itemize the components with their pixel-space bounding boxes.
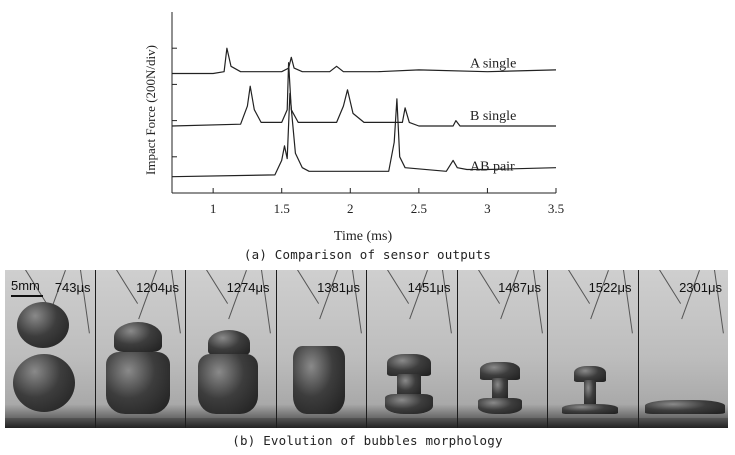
bubble-shape bbox=[397, 374, 421, 396]
bubble-frame: 1487μs bbox=[457, 270, 547, 428]
bubble-shape bbox=[584, 380, 596, 406]
series-line-2 bbox=[171, 92, 557, 178]
bubble-shape bbox=[105, 352, 170, 414]
x-tick-label-4: 3 bbox=[484, 201, 491, 216]
frame-time-label: 1381μs bbox=[317, 280, 360, 295]
bubble-shape bbox=[562, 404, 618, 414]
scale-label: 5mm bbox=[11, 278, 40, 293]
caption-a: (a) Comparison of sensor outputs bbox=[243, 247, 492, 262]
floor-plate bbox=[548, 418, 638, 428]
bubble-shape bbox=[292, 346, 345, 414]
bubble-frame: 1451μs bbox=[367, 270, 457, 428]
caption-b: (b) Evolution of bubbles morphology bbox=[232, 433, 503, 448]
frame-time-label: 743μs bbox=[54, 280, 91, 295]
wire-line bbox=[296, 270, 319, 304]
frame-time-label: 1204μs bbox=[136, 280, 179, 295]
chart-axes bbox=[171, 12, 556, 194]
x-axis-label: Time (ms) bbox=[334, 229, 393, 244]
bubble-photo-strip: 743μs 5mm 1204μs 1274μs 1381μs 1451μs 1487μs 15… bbox=[5, 270, 728, 428]
bubble-shape bbox=[479, 362, 520, 380]
frame-time-label: 1487μs bbox=[498, 280, 541, 295]
series-label-1: B single bbox=[470, 109, 516, 124]
frame-time-label: 1274μs bbox=[226, 280, 270, 295]
floor-plate bbox=[186, 418, 276, 428]
bubble-shape bbox=[198, 354, 258, 414]
frame-time-label: 1451μs bbox=[407, 280, 451, 295]
floor-plate bbox=[276, 418, 366, 428]
bubble-shape bbox=[491, 378, 508, 400]
bubble-frame: 743μs 5mm bbox=[5, 270, 95, 428]
x-tick-label-0: 1 bbox=[210, 201, 217, 216]
series-line-1 bbox=[171, 62, 556, 127]
frame-time-label: 2301μs bbox=[679, 280, 722, 295]
y-axis-label: Impact Force (200N/div) bbox=[143, 45, 158, 175]
bubble-shape bbox=[385, 394, 433, 414]
bubble-frame: 1204μs bbox=[95, 270, 185, 428]
bubble-shape bbox=[113, 322, 162, 352]
bubble-shape bbox=[574, 366, 606, 382]
floor-plate bbox=[638, 418, 728, 428]
bubble-frame: 1381μs bbox=[276, 270, 366, 428]
chart-series: A single B single AB pair bbox=[171, 47, 557, 178]
series-line-0 bbox=[172, 47, 557, 75]
x-tick-label-5: 3.5 bbox=[548, 201, 564, 216]
wire-line bbox=[568, 270, 591, 304]
x-tick-label-2: 2 bbox=[347, 201, 354, 216]
wire-line bbox=[658, 270, 681, 304]
wire-line bbox=[115, 270, 138, 304]
wire-line bbox=[387, 270, 410, 304]
frame-time-label: 1522μs bbox=[588, 280, 632, 295]
floor-plate bbox=[457, 418, 547, 428]
wire-line bbox=[477, 270, 500, 304]
series-label-2: AB pair bbox=[470, 160, 515, 175]
impact-force-chart: A single B single AB pair 1 1.5 2 2.5 3 3.5 Tim… bbox=[143, 12, 564, 244]
bubble-shape bbox=[477, 398, 522, 414]
scale-bar: 5mm bbox=[11, 278, 43, 297]
bubble-shape bbox=[13, 354, 75, 412]
bubble-shape bbox=[387, 354, 431, 376]
chart-ticks: 1 1.5 2 2.5 3 3.5 bbox=[210, 188, 564, 216]
floor-plate bbox=[5, 418, 95, 428]
bubble-shape bbox=[208, 330, 250, 356]
floor-plate bbox=[367, 418, 457, 428]
wire-line bbox=[206, 270, 229, 304]
floor-plate bbox=[95, 418, 185, 428]
bubble-shape bbox=[17, 302, 69, 348]
bubble-shape bbox=[644, 400, 725, 414]
x-tick-label-1: 1.5 bbox=[274, 201, 290, 216]
series-label-0: A single bbox=[470, 57, 516, 72]
scale-bar-line bbox=[11, 295, 43, 297]
bubble-frame: 1522μs bbox=[548, 270, 638, 428]
x-tick-label-3: 2.5 bbox=[411, 201, 427, 216]
bubble-frame: 1274μs bbox=[186, 270, 276, 428]
bubble-frame: 2301μs bbox=[638, 270, 728, 428]
